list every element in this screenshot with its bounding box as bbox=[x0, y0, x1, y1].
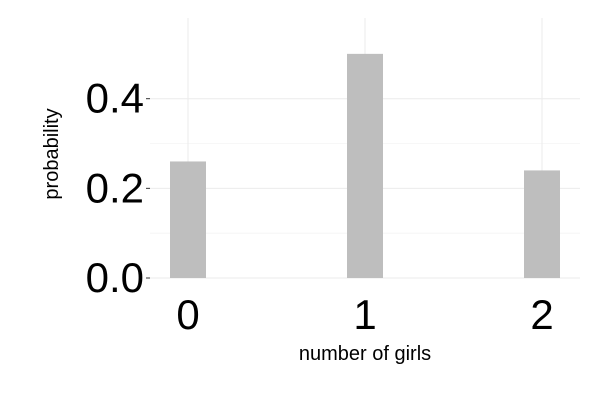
bar-1 bbox=[347, 53, 383, 279]
y-axis: 0.0 0.2 0.4 bbox=[86, 75, 150, 301]
y-axis-title: probability bbox=[41, 108, 63, 199]
x-tick-label: 2 bbox=[530, 291, 553, 338]
y-tick-label: 0.0 bbox=[86, 254, 144, 301]
bar-2 bbox=[524, 170, 560, 278]
x-axis: 0 1 2 bbox=[176, 291, 553, 338]
y-tick-label: 0.4 bbox=[86, 75, 144, 122]
y-tick-label: 0.2 bbox=[86, 164, 144, 211]
x-tick-label: 0 bbox=[176, 291, 199, 338]
bar-0 bbox=[170, 161, 206, 278]
x-axis-title: number of girls bbox=[299, 343, 431, 365]
x-tick-label: 1 bbox=[353, 291, 376, 338]
bars bbox=[170, 53, 560, 279]
